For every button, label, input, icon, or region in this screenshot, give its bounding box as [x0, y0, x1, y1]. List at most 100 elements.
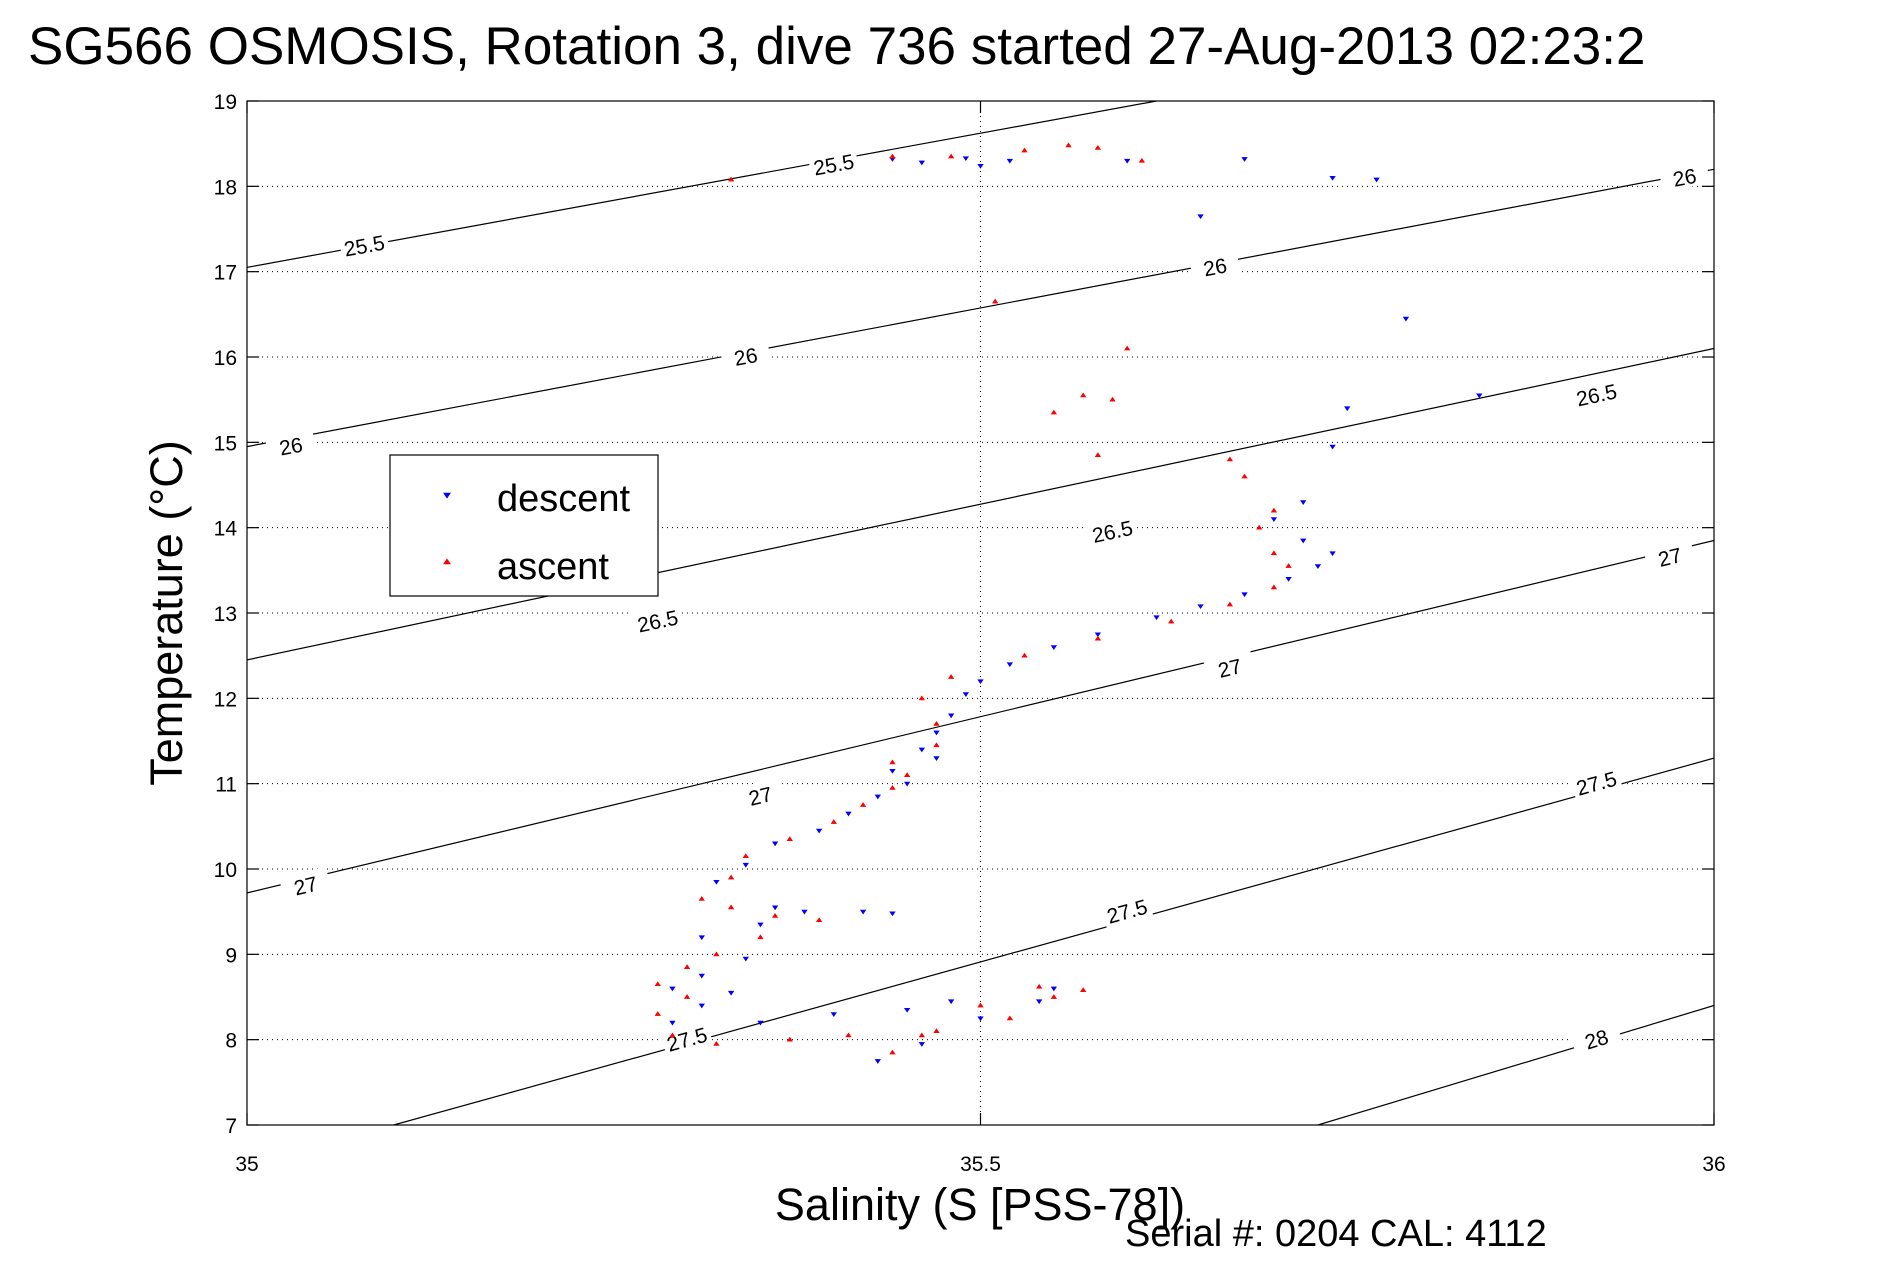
descent-point: [1402, 316, 1410, 322]
ascent-point: [727, 874, 735, 880]
chart-title: SG566 OSMOSIS, Rotation 3, dive 736 star…: [28, 17, 1645, 76]
contour-label-26: 26: [264, 428, 317, 461]
ascent-point: [1021, 652, 1028, 658]
contour-label-26: 26: [719, 338, 772, 372]
contour-label-bg: [1570, 376, 1623, 411]
contour-label-text: 26: [1671, 165, 1698, 192]
ascent-point: [889, 1049, 896, 1055]
ascent-point: [889, 759, 896, 765]
legend-marker-descent: [443, 492, 451, 499]
y-tick-label: 18: [214, 176, 237, 199]
ascent-point: [1109, 396, 1116, 402]
ascent-point: [1080, 392, 1087, 398]
ascent-point: [1065, 142, 1072, 148]
descent-point: [1197, 604, 1204, 610]
descent-point: [1329, 444, 1336, 450]
ascent-point: [698, 895, 705, 901]
ascent-point: [933, 1028, 940, 1033]
descent-point: [727, 990, 735, 996]
contour-label-26: 26: [1189, 249, 1241, 282]
contour-label-text: 27: [1216, 655, 1244, 683]
descent-point: [1050, 645, 1058, 651]
ascent-point: [1241, 473, 1248, 479]
contour-label-text: 27: [1656, 544, 1684, 572]
ascent-point: [727, 904, 735, 910]
descent-point: [859, 909, 867, 915]
data-series: [654, 142, 1483, 1064]
contour-label-text: 27: [292, 873, 320, 901]
y-tick-label: 13: [214, 603, 237, 626]
contour-label-bg: [1100, 891, 1153, 928]
descent-point: [1153, 615, 1160, 621]
descent-point: [962, 156, 969, 162]
y-tick-label: 10: [214, 859, 237, 882]
contour-label-25.5: 25.5: [807, 146, 860, 180]
ascent-point: [713, 951, 720, 957]
descent-point: [757, 922, 764, 928]
descent-point: [1476, 393, 1483, 399]
ascent-point: [903, 772, 911, 777]
legend-marker-ascent: [443, 558, 451, 565]
descent-point: [947, 713, 955, 719]
ascent-point: [1226, 456, 1234, 462]
ascent-point: [815, 917, 823, 923]
descent-point: [1094, 632, 1102, 638]
density-contour-labels: 25.525.52626262626.526.526.52727272727.5…: [264, 146, 1711, 1057]
contour-label-bg: [631, 602, 684, 637]
ascent-point: [1094, 452, 1102, 457]
y-tick-label: 16: [214, 347, 237, 370]
ascent-point: [1094, 145, 1102, 150]
ascent-point: [918, 695, 925, 701]
descent-point: [757, 1020, 764, 1026]
descent-point: [1006, 158, 1014, 164]
descent-point: [1197, 214, 1204, 220]
descent-point: [1270, 517, 1278, 523]
descent-point: [1285, 577, 1292, 582]
descent-point: [1124, 158, 1131, 164]
y-tick-label: 14: [214, 518, 238, 541]
descent-point: [903, 781, 911, 787]
ascent-point: [1124, 345, 1131, 351]
contour-line-25.5: [247, 101, 1157, 268]
descent-point: [977, 1016, 984, 1022]
contour-label-text: 26: [1202, 254, 1229, 281]
x-axis-label: Salinity (S [PSS-78]): [775, 1179, 1185, 1230]
descent-point: [771, 905, 779, 911]
descent-point: [977, 163, 984, 169]
legend: descent ascent: [389, 454, 659, 597]
ascent-point: [977, 1002, 984, 1008]
descent-point: [830, 1012, 837, 1017]
grid: [247, 101, 1714, 1125]
descent-point: [771, 841, 779, 847]
x-tick-label: 35: [235, 1153, 258, 1176]
y-tick-label: 12: [214, 688, 237, 711]
descent-point: [845, 811, 852, 817]
descent-point: [713, 879, 720, 885]
ascent-point: [859, 802, 867, 807]
contour-label-bg: [719, 338, 772, 372]
contour-label-bg: [1569, 763, 1623, 800]
descent-point: [933, 756, 940, 761]
ascent-point: [1080, 987, 1087, 993]
ascent-point: [947, 674, 955, 679]
descent-point: [1036, 999, 1043, 1005]
contour-label-bg: [733, 777, 787, 812]
ascent-point: [786, 1036, 793, 1042]
y-tick-label: 17: [214, 262, 237, 285]
contour-label-27: 27: [733, 777, 787, 812]
y-tick-label: 8: [225, 1030, 237, 1053]
contour-label-26: 26: [1658, 159, 1711, 193]
descent-point: [815, 828, 823, 834]
ascent-point: [933, 721, 940, 726]
ascent-point: [742, 853, 749, 859]
legend-label-descent: descent: [497, 478, 631, 520]
legend-box: [389, 454, 659, 597]
descent-point: [1241, 157, 1248, 162]
contour-label-text: 27: [747, 783, 775, 811]
contour-label-bg: [660, 1019, 713, 1056]
ascent-point: [1094, 635, 1102, 641]
x-tick-label: 35.5: [960, 1153, 1001, 1176]
descent-point: [1300, 500, 1307, 505]
descent-point: [742, 862, 749, 868]
descent-point: [1329, 551, 1336, 557]
